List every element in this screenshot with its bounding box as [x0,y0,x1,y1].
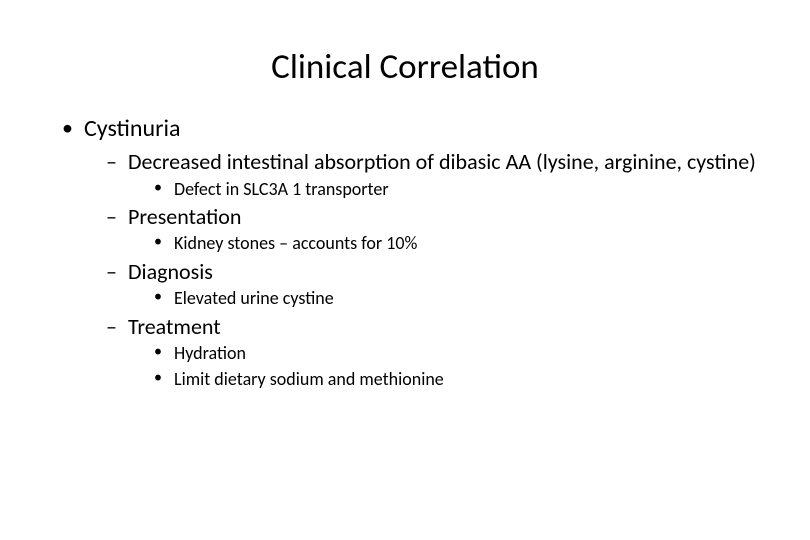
lvl3-item: Elevated urine cystine [154,287,762,310]
lvl3-item: Limit dietary sodium and methionine [154,368,762,391]
slide-container: Clinical Correlation Cystinuria Decrease… [0,0,810,540]
bullet-list-lvl3: Hydration Limit dietary sodium and methi… [128,342,762,391]
bullet-list-lvl3: Defect in SLC3A 1 transporter [128,178,762,201]
bullet-list-lvl3: Elevated urine cystine [128,287,762,310]
lvl3-text: Hydration [174,342,246,364]
bullet-list-lvl3: Kidney stones – accounts for 10% [128,232,762,255]
lvl3-item: Defect in SLC3A 1 transporter [154,178,762,201]
bullet-list-lvl2: Decreased intestinal absorption of dibas… [84,148,762,391]
bullet-list-lvl1: Cystinuria Decreased intestinal absorpti… [48,114,762,391]
lvl2-text: Presentation [128,203,241,230]
lvl3-item: Hydration [154,342,762,365]
lvl3-text: Limit dietary sodium and methionine [174,368,444,390]
lvl1-item: Cystinuria Decreased intestinal absorpti… [62,114,762,391]
slide-title: Clinical Correlation [48,46,762,88]
lvl3-item: Kidney stones – accounts for 10% [154,232,762,255]
lvl2-item: Presentation Kidney stones – accounts fo… [106,203,762,256]
lvl3-text: Elevated urine cystine [174,287,334,309]
lvl2-text: Diagnosis [128,258,213,285]
lvl2-item: Diagnosis Elevated urine cystine [106,258,762,311]
lvl2-item: Decreased intestinal absorption of dibas… [106,148,762,201]
lvl2-text: Treatment [128,313,221,340]
lvl2-item: Treatment Hydration Limit dietary sodium… [106,313,762,391]
lvl3-text: Kidney stones – accounts for 10% [174,232,417,254]
lvl1-text: Cystinuria [84,114,181,143]
lvl2-text: Decreased intestinal absorption of dibas… [128,148,756,175]
lvl3-text: Defect in SLC3A 1 transporter [174,178,389,200]
